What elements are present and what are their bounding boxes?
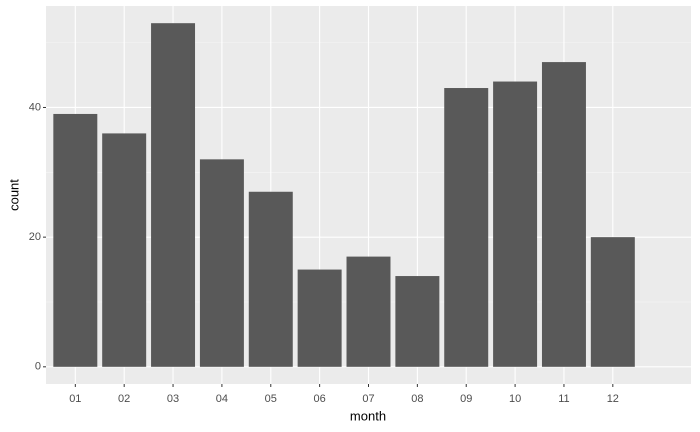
x-tick-label: 02 <box>118 393 130 405</box>
y-tick-label: 20 <box>29 231 41 243</box>
x-tick-label: 08 <box>411 393 423 405</box>
bar <box>297 269 342 367</box>
x-tick-label: 06 <box>314 393 326 405</box>
x-tick-label: 09 <box>460 393 472 405</box>
bar <box>151 23 196 367</box>
y-tick-label: 0 <box>35 361 41 373</box>
bar <box>395 276 440 367</box>
bar <box>493 81 538 367</box>
bar <box>199 159 244 367</box>
x-tick-label: 10 <box>509 393 521 405</box>
bar <box>541 62 586 367</box>
y-axis-title: count <box>6 179 21 211</box>
x-tick-label: 12 <box>607 393 619 405</box>
bar <box>444 88 489 367</box>
bar <box>346 256 391 367</box>
bar <box>248 191 293 367</box>
bar <box>102 133 147 367</box>
x-tick-label: 04 <box>216 393 228 405</box>
bar <box>53 113 98 367</box>
x-tick-label: 05 <box>265 393 277 405</box>
x-tick-label: 01 <box>69 393 81 405</box>
x-tick-label: 03 <box>167 393 179 405</box>
x-tick-label: 11 <box>558 393 569 405</box>
x-tick-label: 07 <box>362 393 374 405</box>
bar <box>590 237 635 367</box>
x-axis-title: month <box>350 408 386 423</box>
y-tick-label: 40 <box>29 101 41 113</box>
